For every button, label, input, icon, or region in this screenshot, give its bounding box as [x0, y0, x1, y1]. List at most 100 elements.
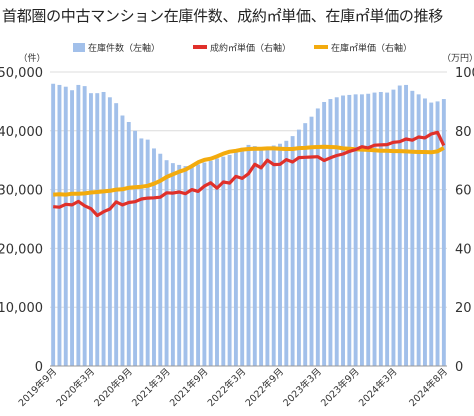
bar [51, 83, 56, 366]
bar [378, 91, 383, 366]
bar [315, 108, 320, 367]
bar [334, 97, 339, 366]
bar [101, 91, 106, 366]
legend-bar-swatch [73, 43, 85, 52]
bar [82, 86, 87, 366]
bar [70, 90, 75, 366]
bar [341, 95, 345, 367]
bar [240, 147, 245, 366]
chart-title: 首都圏の中古マンション在庫件数、成約㎡単価、在庫㎡単価の推移 [2, 7, 444, 25]
bar [164, 160, 169, 366]
bar [189, 166, 194, 366]
bar [366, 93, 371, 367]
bar [63, 86, 68, 366]
bar [133, 130, 138, 366]
bar [139, 138, 144, 366]
left-tick-label: 10,000 [0, 301, 43, 316]
inventory-price-line [53, 144, 445, 197]
bar [107, 97, 112, 366]
bar [385, 92, 390, 366]
legend-yellow-swatch [314, 45, 328, 49]
bar [435, 101, 440, 367]
bar [410, 90, 415, 366]
legend: 在庫件数（左軸） 成約㎡単価（右軸） 在庫㎡単価（右軸） [73, 42, 412, 54]
bar [271, 145, 276, 366]
x-tick-label: 2021年3月 [129, 366, 172, 409]
bar [359, 94, 364, 367]
bar [290, 136, 295, 366]
bar [309, 116, 314, 366]
price-lines [53, 130, 446, 218]
bar [284, 140, 289, 366]
x-tick-label: 2020年9月 [92, 366, 135, 409]
bar [177, 164, 182, 366]
bar [215, 158, 219, 366]
bar [76, 84, 81, 366]
bar [57, 84, 62, 366]
bar [252, 146, 257, 366]
bar [347, 94, 352, 366]
bar [158, 153, 163, 366]
right-tick-label: 80 [455, 125, 472, 140]
bar [391, 89, 396, 366]
bar [145, 139, 150, 366]
contract-price-line [53, 130, 446, 218]
bar [303, 123, 308, 366]
left-tick-label: 0 [35, 360, 43, 375]
bar [372, 92, 377, 366]
bar [246, 144, 251, 366]
bar [416, 94, 421, 367]
left-axis-unit: （件） [18, 52, 45, 64]
bar [397, 85, 402, 367]
right-tick-label: 40 [455, 242, 472, 257]
x-tick-label: 2023年3月 [281, 366, 324, 409]
bar [404, 84, 408, 366]
right-tick-label: 0 [455, 360, 463, 375]
bar [196, 164, 201, 366]
bar [183, 166, 188, 366]
left-tick-label: 20,000 [0, 242, 43, 257]
bar [259, 147, 264, 366]
bar [208, 160, 213, 366]
bar [152, 148, 156, 366]
bar [322, 101, 327, 366]
right-tick-label: 100 [455, 66, 474, 81]
bar [422, 98, 427, 367]
x-tick-label: 2021年9月 [167, 366, 210, 409]
legend-yellow-label: 在庫㎡単価（右軸） [331, 42, 412, 54]
bar [328, 99, 333, 366]
inventory-bars [51, 83, 446, 367]
x-tick-label: 2024年8月 [407, 366, 450, 409]
bar [429, 102, 434, 367]
bar [233, 151, 238, 366]
bar [202, 162, 207, 366]
left-tick-label: 30,000 [0, 184, 43, 199]
right-tick-label: 60 [455, 184, 472, 199]
x-tick-label: 2022年3月 [205, 366, 248, 409]
bar [95, 93, 100, 366]
left-tick-label: 40,000 [0, 125, 43, 140]
right-axis-unit: （万円） [442, 53, 474, 64]
bar [89, 93, 93, 366]
bar [296, 129, 301, 366]
bar [221, 156, 226, 366]
bar [441, 99, 446, 366]
legend-red-swatch [193, 45, 207, 49]
bar [170, 163, 175, 366]
bar [120, 115, 125, 367]
bar [227, 154, 232, 366]
x-tick-label: 2022年9月 [243, 366, 286, 409]
legend-bar-label: 在庫件数（左軸） [88, 42, 160, 54]
legend-red-label: 成約㎡単価（右軸） [210, 42, 291, 54]
bar [278, 143, 282, 366]
right-tick-label: 20 [455, 301, 472, 316]
x-tick-label: 2023年9月 [318, 366, 361, 409]
x-tick-label: 2020年3月 [54, 366, 97, 409]
left-tick-label: 50,000 [0, 66, 43, 81]
x-tick-label: 2024年3月 [356, 366, 399, 409]
bar [265, 147, 270, 366]
bar [353, 94, 358, 367]
bar [114, 103, 119, 366]
